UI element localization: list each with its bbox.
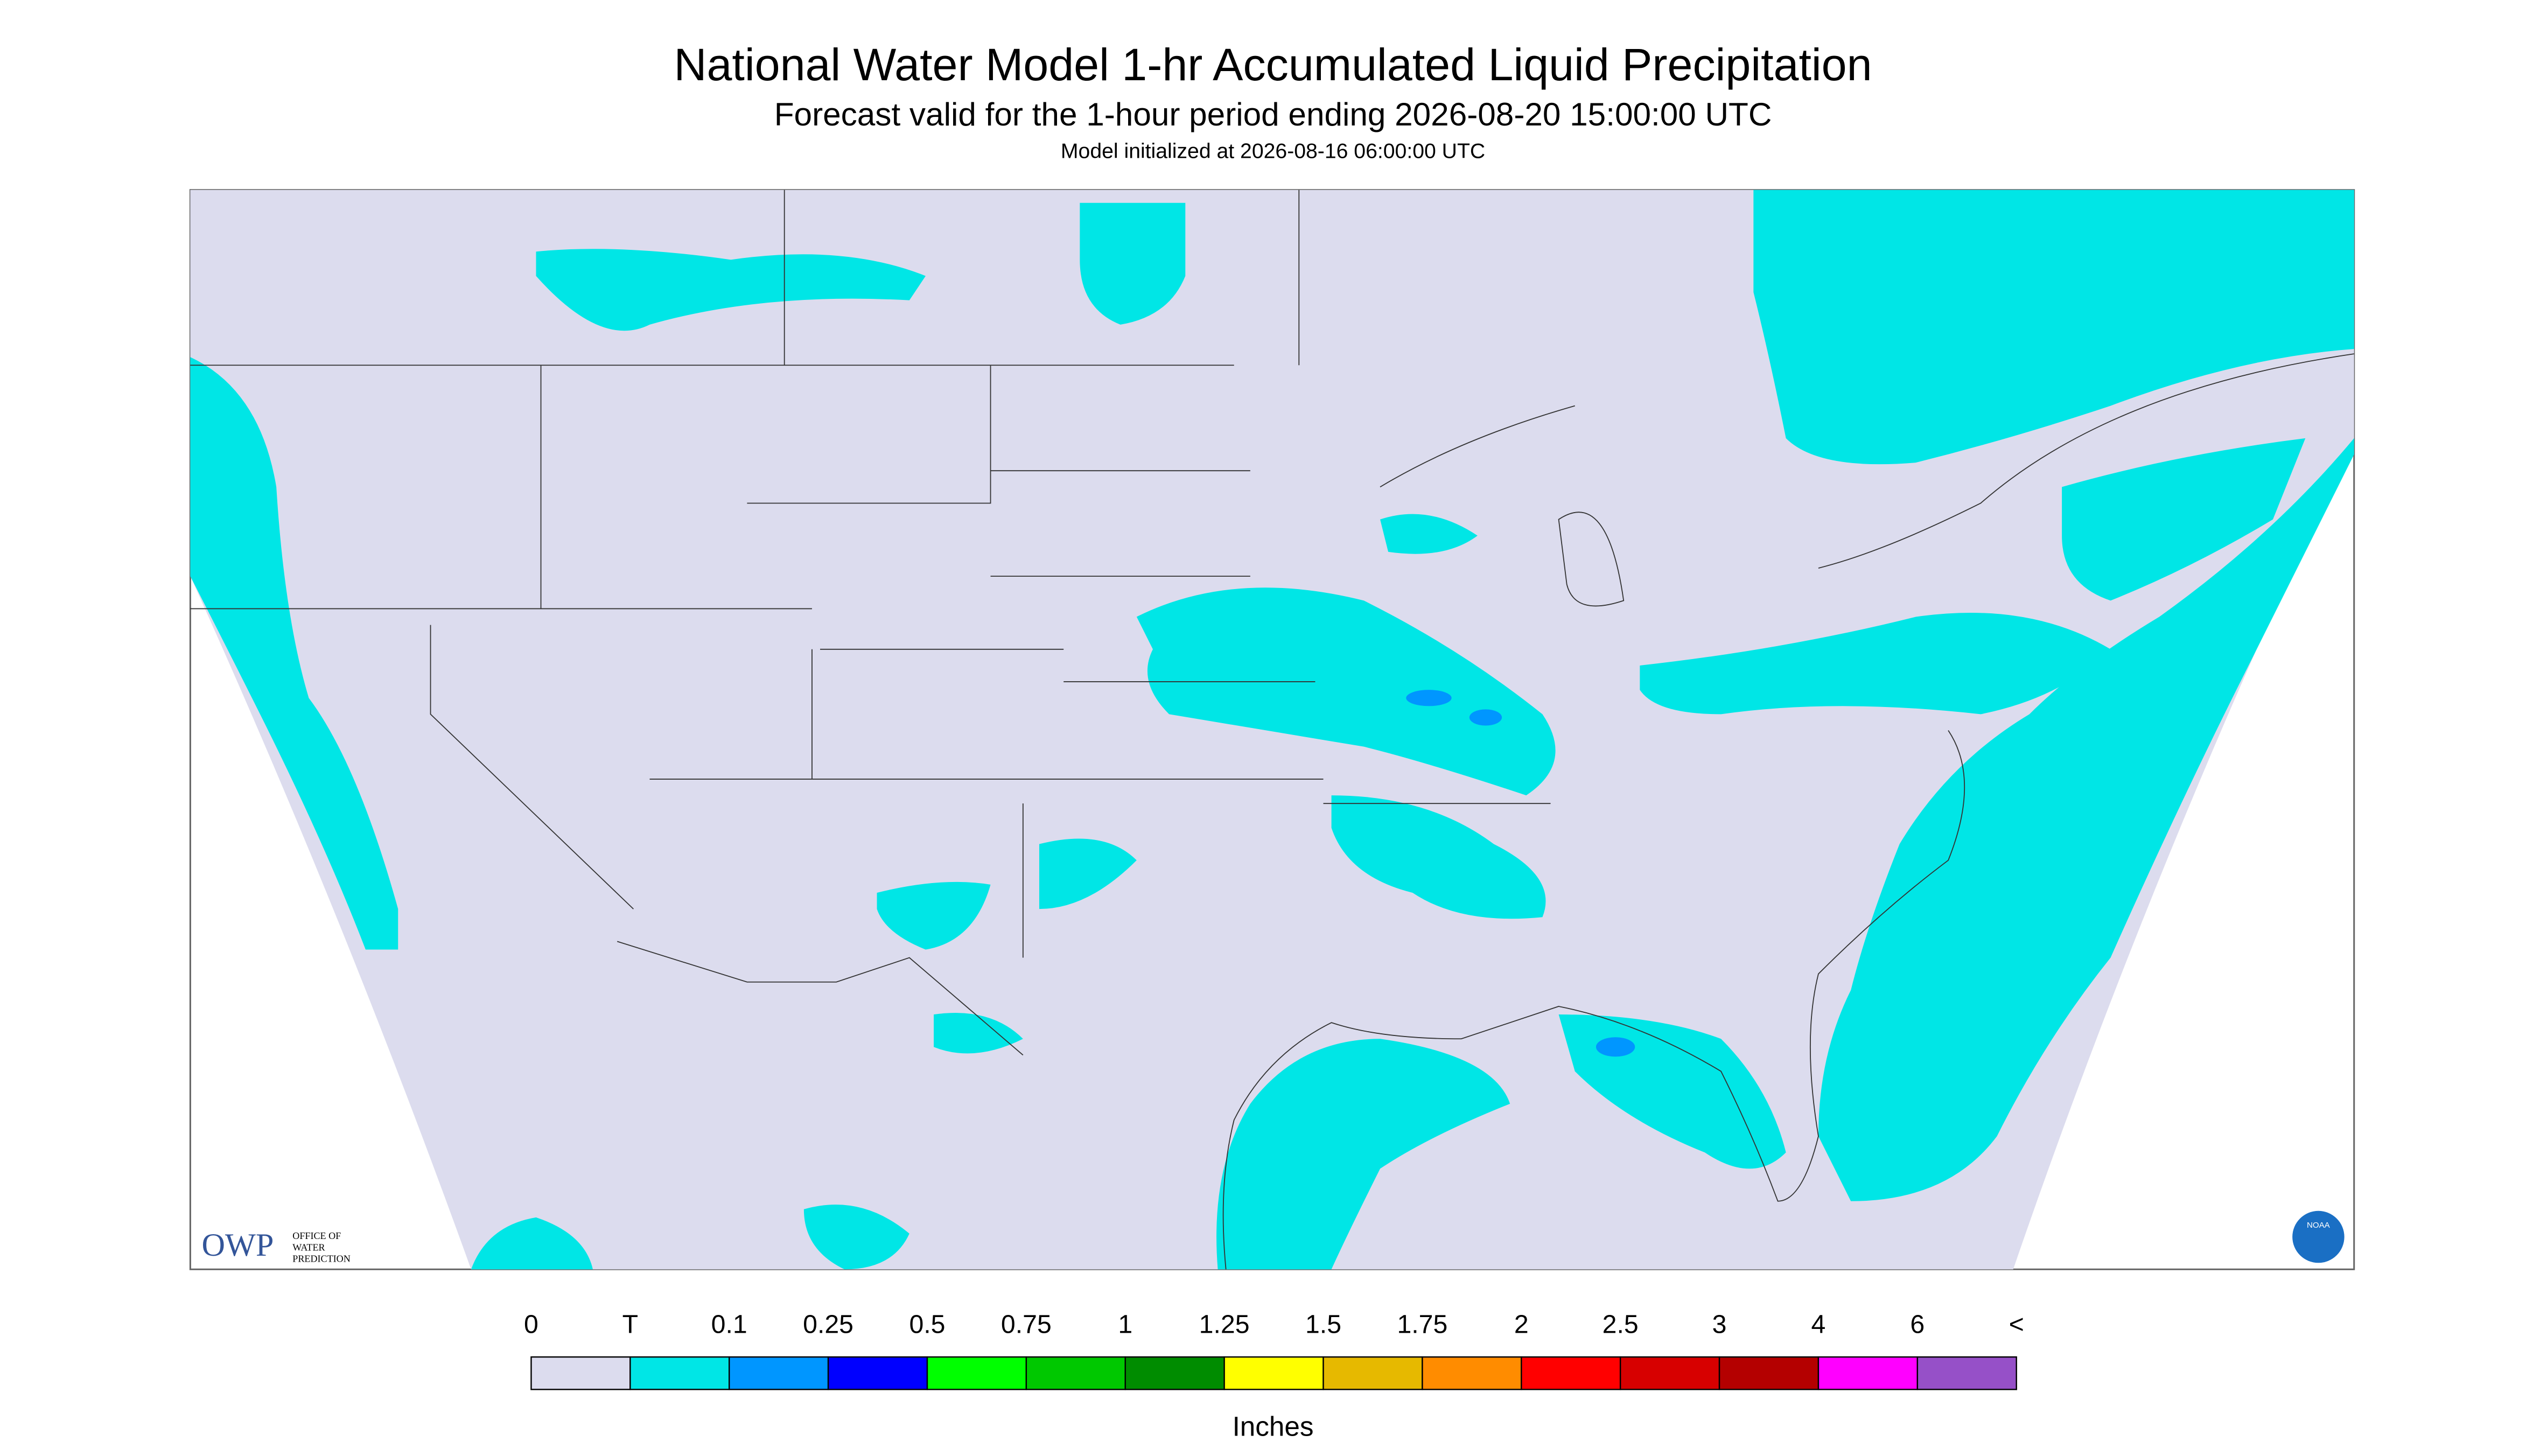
legend-swatch <box>1718 1356 1820 1390</box>
owp-logo-text: WATER <box>292 1242 325 1252</box>
legend-swatch <box>1916 1356 2017 1390</box>
noaa-logo-text: NOAA <box>2307 1221 2331 1230</box>
rain-area <box>934 1013 1023 1054</box>
heavier-rain <box>1406 690 1452 706</box>
legend-label: 0.5 <box>909 1310 945 1339</box>
legend-swatch <box>1323 1356 1423 1390</box>
rain-area <box>1380 514 1478 554</box>
legend-swatch <box>1619 1356 1720 1390</box>
owp-logo-text: PREDICTION <box>292 1253 350 1264</box>
legend-label: 4 <box>1811 1310 1826 1339</box>
rain-area <box>2062 438 2306 601</box>
subtitle: Forecast valid for the 1-hour period end… <box>774 96 1772 132</box>
legend-label: 6 <box>1910 1310 1925 1339</box>
rain-area <box>1331 795 1546 919</box>
state-line <box>190 190 1551 1056</box>
rain-area <box>1039 838 1137 909</box>
legend-swatch <box>1025 1356 1126 1390</box>
legend-label: 0.1 <box>711 1310 747 1339</box>
owp-logo-text: OFFICE OF <box>292 1230 341 1241</box>
rain-area <box>1080 202 1186 325</box>
legend-label: 1.5 <box>1305 1310 1341 1339</box>
heavier-rain <box>1596 1037 1635 1057</box>
rain-area <box>1753 190 2354 465</box>
owp-logo: OWP <box>201 1227 274 1263</box>
legend-unit: Inches <box>1233 1411 1314 1441</box>
legend-swatch <box>926 1356 1027 1390</box>
rain-area <box>877 881 991 950</box>
init-time: Model initialized at 2026-08-16 06:00:00… <box>1061 140 1485 163</box>
legend-label: 1 <box>1118 1310 1132 1339</box>
rain-area <box>1216 1039 1510 1270</box>
precip-areas <box>190 190 2354 1270</box>
rain-area <box>803 1205 909 1270</box>
rain-area <box>1818 438 2354 1201</box>
coastline <box>1222 353 2354 1270</box>
legend-label: 1.25 <box>1199 1310 1250 1339</box>
noaa-logo <box>2292 1210 2345 1263</box>
legend-swatch <box>1422 1356 1522 1390</box>
legend-swatch <box>629 1356 730 1390</box>
boundaries <box>190 190 2354 1270</box>
legend-label: T <box>622 1310 638 1339</box>
legend-label: 2.5 <box>1603 1310 1639 1339</box>
rain-area <box>471 1217 593 1270</box>
legend-swatch <box>728 1356 829 1390</box>
rain-area <box>1640 612 2111 715</box>
legend-label: < <box>2009 1310 2024 1339</box>
legend-swatch <box>1817 1356 1919 1390</box>
legend-label: 0.75 <box>1001 1310 1052 1339</box>
map: OWP OFFICE OF WATER PREDICTION NOAA <box>189 189 2355 1270</box>
legend-label: 1.75 <box>1397 1310 1447 1339</box>
legend-swatch <box>1521 1356 1621 1390</box>
legend-swatch <box>1223 1356 1324 1390</box>
legend-swatch <box>827 1356 928 1390</box>
heavier-rain <box>1469 709 1502 726</box>
rain-area <box>190 357 398 950</box>
legend-label: 3 <box>1712 1310 1727 1339</box>
rain-area <box>536 249 926 331</box>
legend-label: 0.25 <box>803 1310 853 1339</box>
legend-label: 2 <box>1514 1310 1529 1339</box>
legend-label: 0 <box>524 1310 538 1339</box>
title: National Water Model 1-hr Accumulated Li… <box>674 39 1872 90</box>
rain-area <box>1136 587 1556 796</box>
legend: 0 T 0.1 0.25 0.5 0.75 1 1.25 1.5 1.75 2 2.5 3 4 6 < <box>524 1310 2024 1390</box>
legend-swatch <box>1124 1356 1225 1390</box>
legend-swatch <box>530 1356 631 1390</box>
